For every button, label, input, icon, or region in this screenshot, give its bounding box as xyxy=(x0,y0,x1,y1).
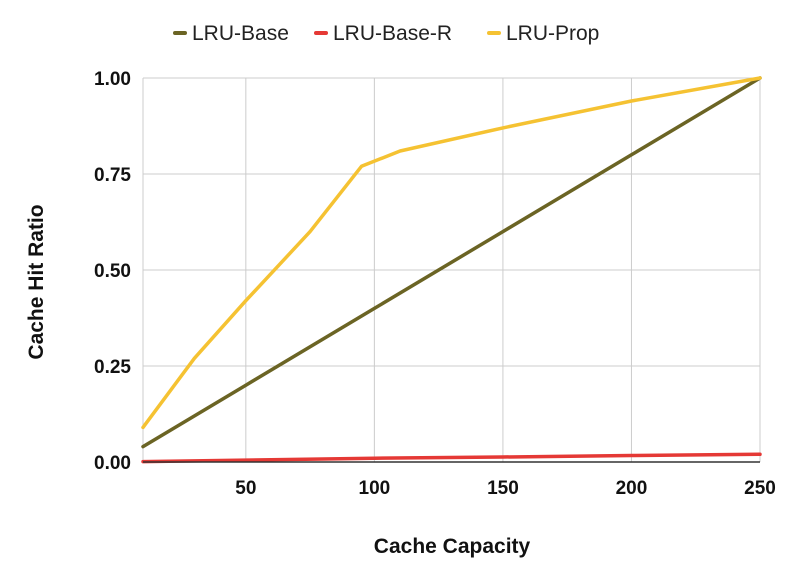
x-tick-label: 250 xyxy=(744,478,776,499)
legend: LRU-Base LRU-Base-R LRU-Prop xyxy=(173,22,599,45)
x-tick-label: 50 xyxy=(235,478,256,499)
legend-item: LRU-Base-R xyxy=(314,22,452,45)
y-tick-label: 1.00 xyxy=(94,69,131,90)
y-tick-label: 0.25 xyxy=(94,357,131,378)
x-tick-label: 200 xyxy=(616,478,648,499)
legend-item: LRU-Prop xyxy=(487,22,599,45)
y-tick-label: 0.75 xyxy=(94,165,131,186)
series-line-lru-prop xyxy=(141,76,762,430)
x-tick-label: 100 xyxy=(359,478,391,499)
y-axis-title: Cache Hit Ratio xyxy=(25,204,48,359)
legend-label: LRU-Base-R xyxy=(333,22,452,45)
series-line-lru-base-r xyxy=(141,452,762,464)
y-tick-label: 0.00 xyxy=(94,453,131,474)
y-tick-label: 0.50 xyxy=(94,261,131,282)
plot-lines xyxy=(141,76,762,464)
x-tick-label: 150 xyxy=(487,478,519,499)
legend-label: LRU-Prop xyxy=(506,22,599,45)
axes: 0.00 0.25 0.50 0.75 1.00 50 100 150 200 250 xyxy=(94,69,776,499)
legend-label: LRU-Base xyxy=(192,22,289,45)
x-axis-title: Cache Capacity xyxy=(374,535,531,558)
series-line-lru-base xyxy=(141,76,762,449)
legend-item: LRU-Base xyxy=(173,22,289,45)
grid xyxy=(142,77,761,463)
